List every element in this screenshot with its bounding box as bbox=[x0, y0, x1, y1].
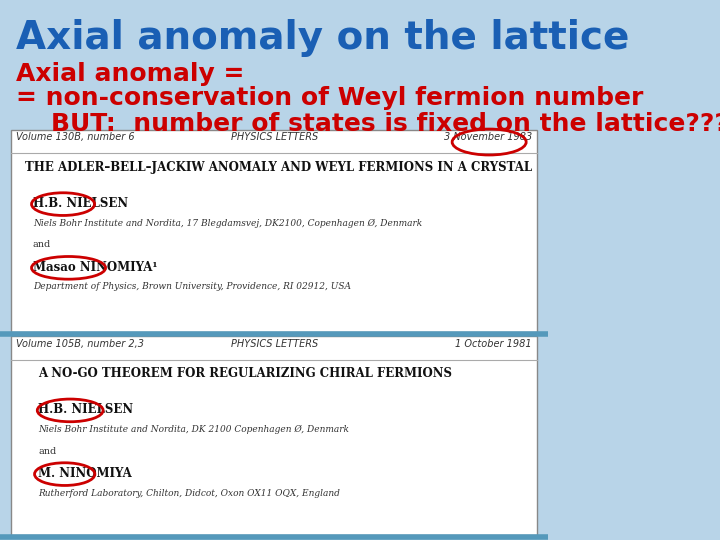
Text: Axial anomaly on the lattice: Axial anomaly on the lattice bbox=[17, 19, 630, 57]
FancyBboxPatch shape bbox=[11, 130, 537, 332]
Text: Department of Physics, Brown University, Providence, RI 02912, USA: Department of Physics, Brown University,… bbox=[33, 282, 351, 292]
FancyBboxPatch shape bbox=[11, 336, 537, 535]
Text: Rutherford Laboratory, Chilton, Didcot, Oxon OX11 OQX, England: Rutherford Laboratory, Chilton, Didcot, … bbox=[38, 489, 341, 498]
Text: PHYSICS LETTERS: PHYSICS LETTERS bbox=[230, 339, 318, 349]
Text: 1 October 1981: 1 October 1981 bbox=[455, 339, 532, 349]
Text: THE ADLER–BELL–JACKIW ANOMALY AND WEYL FERMIONS IN A CRYSTAL: THE ADLER–BELL–JACKIW ANOMALY AND WEYL F… bbox=[24, 161, 532, 174]
Text: Axial anomaly =: Axial anomaly = bbox=[17, 62, 245, 86]
Text: M. NINOMIYA: M. NINOMIYA bbox=[38, 467, 132, 480]
Text: and: and bbox=[33, 240, 51, 249]
Text: Niels Bohr Institute and Nordita, DK 2100 Copenhagen Ø, Denmark: Niels Bohr Institute and Nordita, DK 210… bbox=[38, 425, 349, 434]
Text: 3 November 1983: 3 November 1983 bbox=[444, 132, 532, 143]
Text: H.B. NIELSEN: H.B. NIELSEN bbox=[38, 403, 133, 416]
Text: = non-conservation of Weyl fermion number: = non-conservation of Weyl fermion numbe… bbox=[17, 86, 644, 110]
Text: PHYSICS LETTERS: PHYSICS LETTERS bbox=[230, 132, 318, 143]
Text: BUT:  number of states is fixed on the lattice???: BUT: number of states is fixed on the la… bbox=[17, 112, 720, 136]
Text: Masao NINOMIYA¹: Masao NINOMIYA¹ bbox=[33, 261, 158, 274]
Text: Volume 130B, number 6: Volume 130B, number 6 bbox=[17, 132, 135, 143]
Text: A NO-GO THEOREM FOR REGULARIZING CHIRAL FERMIONS: A NO-GO THEOREM FOR REGULARIZING CHIRAL … bbox=[38, 367, 452, 380]
Text: Volume 105B, number 2,3: Volume 105B, number 2,3 bbox=[17, 339, 145, 349]
Text: and: and bbox=[38, 447, 57, 456]
Text: H.B. NIELSEN: H.B. NIELSEN bbox=[33, 197, 128, 210]
Text: Niels Bohr Institute and Nordita, 17 Blegdamsvej, DK2100, Copenhagen Ø, Denmark: Niels Bohr Institute and Nordita, 17 Ble… bbox=[33, 219, 422, 228]
